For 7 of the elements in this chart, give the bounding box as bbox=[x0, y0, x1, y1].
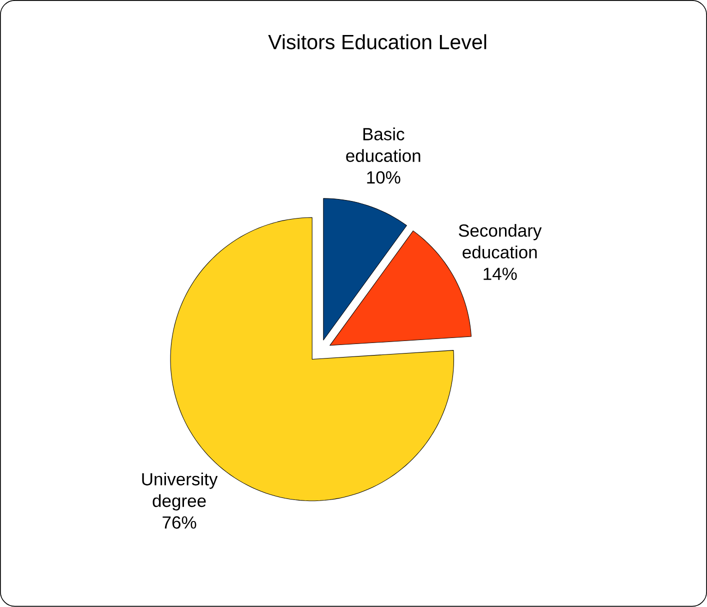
slice-label: University degree bbox=[142, 472, 218, 511]
data-label: 10% bbox=[367, 171, 400, 184]
slice-label: Secondary education bbox=[458, 224, 542, 259]
chart-title: Visitors Education Level bbox=[268, 34, 486, 50]
data-label: 14% bbox=[484, 268, 517, 280]
data-label: 76% bbox=[162, 516, 196, 529]
slice-label: Basic education bbox=[346, 128, 420, 162]
